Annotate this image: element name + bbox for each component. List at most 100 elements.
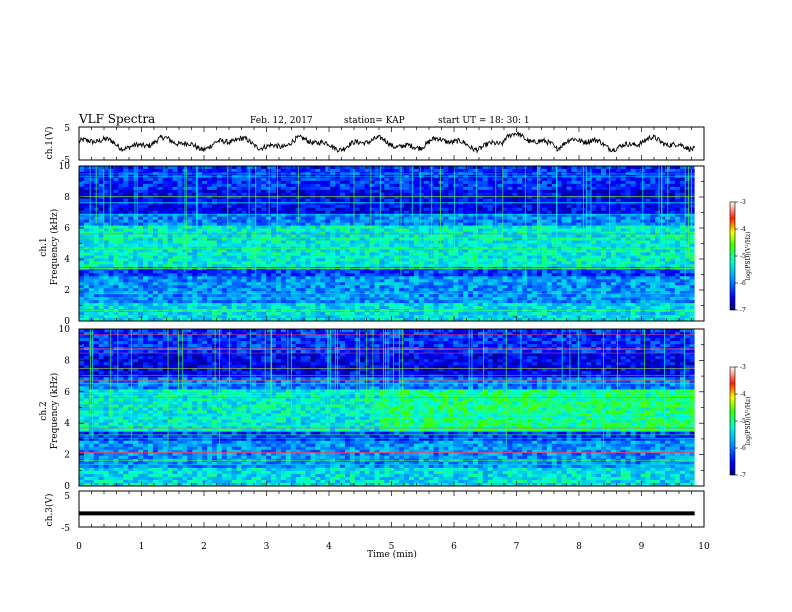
spectrogram-cell [177, 166, 183, 170]
spectrogram-cell [236, 189, 242, 194]
spectrogram-cell [660, 237, 666, 241]
spectrogram-cell [285, 270, 292, 274]
spectrogram-cell [670, 198, 676, 203]
spectrogram-cell [408, 213, 415, 218]
spectrogram-cell [551, 213, 558, 218]
spectrogram-cell [502, 216, 508, 221]
spectrogram-cell [551, 255, 558, 259]
spectrogram-cell [300, 213, 306, 218]
spectrogram-cell [625, 228, 631, 232]
spectrogram-cell [271, 255, 277, 259]
spectrogram-cell [138, 231, 144, 235]
spectrogram-cell [285, 183, 292, 188]
spectrogram-cell [335, 198, 341, 203]
spectrogram-cell [492, 252, 499, 256]
spectrogram-cell [340, 279, 346, 283]
spectrogram-cell [625, 180, 631, 185]
spectrogram-cell [325, 168, 331, 173]
spectrogram-cell [379, 252, 385, 256]
spectrogram-cell [359, 276, 366, 280]
spectrogram-cell [172, 168, 178, 173]
spectrogram-cell [546, 201, 553, 206]
spectrogram-cell [143, 279, 149, 283]
spectrogram-cell [576, 186, 582, 191]
spectrogram-cell [487, 264, 494, 268]
spectrogram-cell [369, 222, 375, 227]
spectrogram-cell [349, 243, 356, 247]
spectrogram-cell [679, 225, 686, 229]
spectrogram-cell [605, 198, 612, 203]
spectrogram-cell [453, 222, 459, 227]
spectrogram-cell [428, 273, 435, 277]
spectrogram-cell [261, 228, 267, 232]
spectrogram-cell [374, 225, 380, 229]
spectrogram-cell [674, 225, 681, 229]
spectrogram-cell [404, 255, 410, 259]
spectrogram-cell [497, 240, 503, 244]
spectrogram-cell [379, 222, 385, 227]
spectrogram-cell [202, 252, 208, 256]
spectrogram-cell [93, 222, 100, 227]
spectrogram-cell [202, 273, 208, 277]
spectrogram-cell [492, 207, 499, 212]
spectrogram-cell [123, 270, 129, 274]
spectrogram-cell [689, 166, 696, 170]
spectrogram-cell [261, 213, 267, 218]
spectrogram-cell [133, 225, 139, 229]
spectrogram-cell [128, 231, 134, 235]
spectrogram-cell [428, 168, 435, 173]
spectrogram-cell [473, 207, 479, 212]
spectrogram-cell [615, 210, 622, 215]
spectrogram-cell [650, 255, 656, 259]
spectrogram-cell [389, 219, 395, 224]
spectrogram-cell [468, 204, 474, 209]
spectrogram-cell [635, 252, 641, 256]
spectrogram-cell [113, 231, 119, 235]
spectrogram-cell [384, 222, 390, 227]
spectrogram-cell [408, 258, 415, 262]
spectrogram-cell [374, 198, 380, 203]
spectrogram-cell [418, 198, 425, 203]
spectrogram-cell [665, 252, 671, 256]
spectrogram-cell [546, 180, 553, 185]
spectrogram-cell [650, 231, 656, 235]
spectrogram-cell [512, 255, 518, 259]
spectrogram-cell [635, 276, 641, 280]
spectrogram-cell [330, 258, 336, 262]
spectrogram-cell [404, 195, 410, 200]
spectrogram-cell [679, 168, 686, 173]
spectrogram-cell [325, 243, 331, 247]
spectrogram-cell [620, 166, 627, 170]
spectrogram-cell [448, 186, 454, 191]
spectrogram-cell [389, 264, 395, 268]
spectrogram-cell [556, 207, 563, 212]
spectrogram-cell [541, 252, 548, 256]
spectrogram-cell [113, 243, 119, 247]
spectrogram-cell [246, 255, 252, 259]
spectrogram-cell [113, 192, 119, 197]
spectrogram-cell [103, 195, 109, 200]
spectrogram-cell [660, 201, 666, 206]
spectrogram-cell [408, 166, 415, 170]
spectrogram-cell [433, 166, 439, 170]
spectrogram-cell [79, 273, 85, 277]
spectrogram-cell [340, 222, 346, 227]
spectrogram-cell [349, 237, 356, 241]
spectrogram-cell [615, 189, 622, 194]
spectrogram-cell [541, 243, 548, 247]
spectrogram-cell [251, 213, 257, 218]
spectrogram-cell [280, 222, 287, 227]
spectrogram-cell [384, 258, 390, 262]
spectrogram-cell [586, 261, 592, 265]
spectrogram-cell [103, 213, 109, 218]
spectrogram-cell [88, 192, 95, 197]
spectrogram-cell [364, 166, 370, 170]
spectrogram-cell [330, 195, 336, 200]
spectrogram-cell [413, 168, 420, 173]
spectrogram-cell [359, 240, 366, 244]
spectrogram-cell [517, 207, 523, 212]
spectrogram-cell [438, 231, 444, 235]
spectrogram-cell [152, 249, 159, 253]
spectrogram-cell [192, 186, 198, 191]
spectrogram-cell [98, 225, 105, 229]
